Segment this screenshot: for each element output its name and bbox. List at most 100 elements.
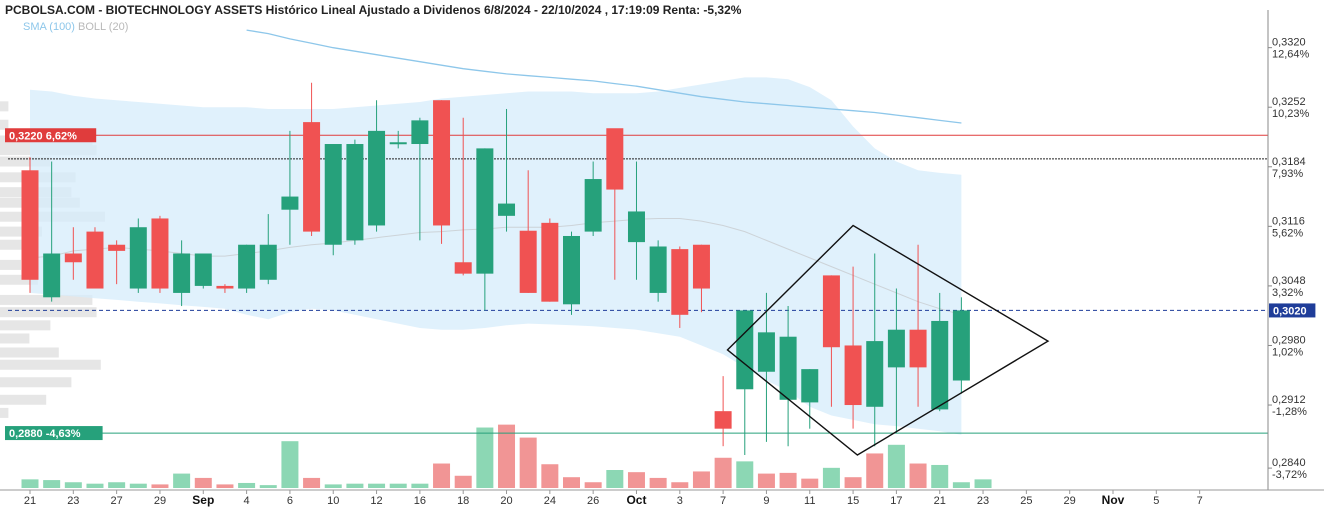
volume-bar	[974, 479, 992, 488]
volume-bar	[909, 463, 927, 488]
candle-down	[519, 230, 537, 293]
volume-bar	[714, 457, 732, 488]
x-tick-label: 27	[111, 495, 123, 507]
volume-bar	[692, 471, 710, 488]
candle-up	[757, 332, 775, 372]
y-tick-label: 0,3048	[1272, 275, 1306, 287]
volume-bar	[411, 483, 429, 488]
candle-up	[498, 203, 516, 216]
volume-bar	[389, 483, 407, 488]
chart-title: PCBOLSA.COM - BIOTECHNOLOGY ASSETS Histó…	[5, 3, 742, 17]
volume-profile-bar	[0, 101, 9, 112]
volume-bar	[822, 467, 840, 488]
volume-profile-bar	[0, 320, 51, 331]
y-tick-pct: -3,72%	[1272, 469, 1307, 481]
y-tick-pct: -1,28%	[1272, 406, 1307, 418]
volume-bar	[519, 437, 537, 488]
legend-sma[interactable]: SMA (100)	[23, 21, 75, 33]
volume-bar	[541, 464, 559, 488]
candle-down	[454, 262, 472, 274]
x-tick-label: 21	[24, 495, 36, 507]
volume-bar	[757, 473, 775, 488]
candle-up	[952, 310, 970, 381]
level-tag-bg	[5, 426, 103, 441]
x-tick-label: 25	[1020, 495, 1032, 507]
volume-bar	[173, 473, 191, 488]
candle-up	[649, 246, 667, 293]
candle-down	[108, 244, 126, 251]
candle-down	[21, 170, 39, 280]
volume-bar	[649, 477, 667, 488]
indicator-legend: SMA (100) BOLL (20)	[23, 21, 128, 33]
volume-bar	[801, 478, 819, 488]
volume-bar	[281, 441, 299, 488]
price-levels	[8, 134, 1268, 434]
volume-bar	[563, 477, 580, 488]
x-tick-label: 29	[154, 495, 166, 507]
volume-profile-bar	[0, 307, 97, 318]
legend-boll[interactable]: BOLL (20)	[78, 21, 129, 33]
candle-down	[714, 411, 732, 429]
y-tick-label: 0,3184	[1272, 156, 1306, 168]
x-tick-label: 23	[977, 495, 989, 507]
x-tick-label: 7	[1197, 495, 1203, 507]
volume-bars	[21, 424, 992, 488]
x-tick-label: 23	[67, 495, 79, 507]
sma-line	[246, 29, 962, 124]
candle-up	[129, 227, 147, 289]
x-tick-label: 26	[587, 495, 599, 507]
x-tick-label: 17	[890, 495, 902, 507]
candle-up	[736, 310, 754, 390]
volume-bar	[43, 480, 61, 488]
candle-down	[541, 222, 559, 302]
volume-bar	[151, 484, 169, 488]
candlesticks	[21, 82, 970, 455]
candle-up	[411, 120, 429, 145]
x-tick-label: 21	[934, 495, 946, 507]
volume-profile-bar	[0, 359, 101, 370]
volume-bar	[238, 482, 256, 488]
candle-down	[433, 100, 451, 226]
x-tick-label: 18	[457, 495, 469, 507]
x-month-label: Nov	[1102, 493, 1125, 507]
volume-profile-bar	[0, 274, 38, 285]
volume-profile-bar	[0, 394, 47, 405]
volume-profile-bar	[0, 259, 21, 270]
volume-bar	[952, 482, 970, 488]
level-labels: 0,3220 6,62% 0,2880 -4,63% 0,3020	[5, 128, 1316, 441]
x-tick-label: 24	[544, 495, 556, 507]
x-tick-label: 16	[414, 495, 426, 507]
volume-bar	[844, 477, 862, 488]
y-tick-pct: 1,02%	[1272, 346, 1303, 358]
candle-up	[368, 130, 386, 226]
candle-up	[259, 244, 277, 280]
candle-up	[476, 148, 494, 274]
volume-bar	[259, 485, 277, 488]
candle-down	[844, 345, 862, 406]
candle-down	[606, 128, 624, 190]
y-tick-label: 0,2912	[1272, 394, 1306, 406]
candle-up	[194, 253, 212, 286]
volume-bar	[216, 484, 234, 488]
diamond-outline	[726, 224, 1050, 456]
y-tick-label: 0,2980	[1272, 334, 1306, 346]
candle-down	[822, 275, 840, 348]
x-tick-label: 6	[287, 495, 293, 507]
candle-up	[281, 196, 299, 210]
volume-profile-bar	[0, 333, 30, 344]
y-tick-pct: 3,32%	[1272, 287, 1303, 299]
candle-up	[866, 341, 884, 407]
candle-up	[389, 142, 407, 145]
x-month-label: Sep	[192, 493, 214, 507]
y-tick-label: 0,3116	[1272, 215, 1305, 227]
volume-bar	[129, 483, 147, 488]
x-tick-label: 7	[720, 495, 726, 507]
y-tick-pct: 7,93%	[1272, 168, 1303, 180]
volume-bar	[627, 472, 645, 488]
volume-profile-bar	[0, 119, 9, 130]
y-tick-label: 0,3320	[1272, 37, 1306, 49]
volume-bar	[194, 477, 212, 488]
candle-up	[627, 211, 645, 243]
x-tick-label: 10	[327, 495, 339, 507]
